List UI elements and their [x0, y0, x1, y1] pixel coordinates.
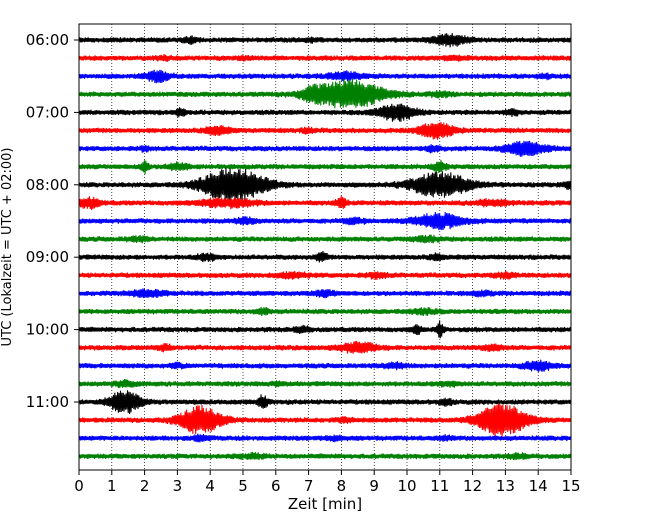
y-tick-label: 10:00 — [26, 321, 69, 339]
trace-1145 — [78, 452, 572, 461]
x-tick-label: 9 — [369, 477, 379, 495]
plot-frame — [78, 23, 572, 471]
y-tick-label: 06:00 — [26, 31, 69, 49]
trace-0645 — [78, 78, 572, 109]
x-tick-label: 12 — [463, 477, 482, 495]
trace-0615 — [78, 53, 572, 62]
x-tick-label: 2 — [140, 477, 150, 495]
x-tick-label: 13 — [496, 477, 515, 495]
trace-0915 — [78, 270, 572, 280]
x-tick-label: 1 — [107, 477, 117, 495]
y-tick-label: 07:00 — [26, 103, 69, 121]
x-tick-label: 3 — [173, 477, 183, 495]
trace-0730 — [78, 140, 572, 157]
trace-lines — [78, 33, 572, 461]
x-tick-label: 10 — [397, 477, 416, 495]
trace-1045 — [78, 378, 572, 389]
trace-0945 — [78, 306, 572, 316]
trace-0715 — [78, 121, 572, 140]
y-axis-label: UTC (Lokalzeit = UTC + 02:00) — [0, 148, 15, 347]
trace-0930 — [78, 288, 572, 299]
trace-0630 — [78, 69, 572, 84]
x-tick-label: 0 — [74, 477, 84, 495]
trace-1015 — [78, 340, 572, 354]
x-tick-label: 5 — [238, 477, 248, 495]
x-tick-label: 6 — [271, 477, 281, 495]
trace-0700 — [78, 103, 572, 122]
x-tick-label: 11 — [430, 477, 449, 495]
trace-0600 — [78, 33, 572, 48]
y-tick-label: 08:00 — [26, 176, 69, 194]
trace-0800 — [78, 167, 572, 202]
grid-lines — [111, 24, 539, 470]
x-tick-label: 8 — [337, 477, 347, 495]
trace-1115 — [78, 403, 572, 437]
trace-0900 — [78, 251, 572, 263]
y-axis: 06:00 07:00 08:00 09:00 10:00 11:00 — [26, 31, 79, 411]
x-tick-label: 14 — [529, 477, 548, 495]
trace-0745 — [78, 160, 572, 175]
trace-1130 — [78, 433, 572, 443]
x-tick-label: 4 — [205, 477, 215, 495]
x-axis: 0 1 2 3 4 5 6 7 8 9 10 11 12 13 14 15 — [74, 470, 581, 495]
trace-0815 — [78, 195, 572, 210]
trace-1030 — [78, 359, 572, 373]
y-tick-label: 09:00 — [26, 248, 69, 266]
x-axis-label: Zeit [min] — [288, 495, 362, 513]
x-tick-label: 15 — [561, 477, 580, 495]
trace-1000 — [78, 320, 572, 339]
trace-0830 — [78, 212, 572, 231]
y-tick-label: 11:00 — [26, 393, 69, 411]
trace-1100 — [78, 390, 572, 414]
x-tick-label: 7 — [304, 477, 314, 495]
trace-0845 — [78, 234, 572, 244]
